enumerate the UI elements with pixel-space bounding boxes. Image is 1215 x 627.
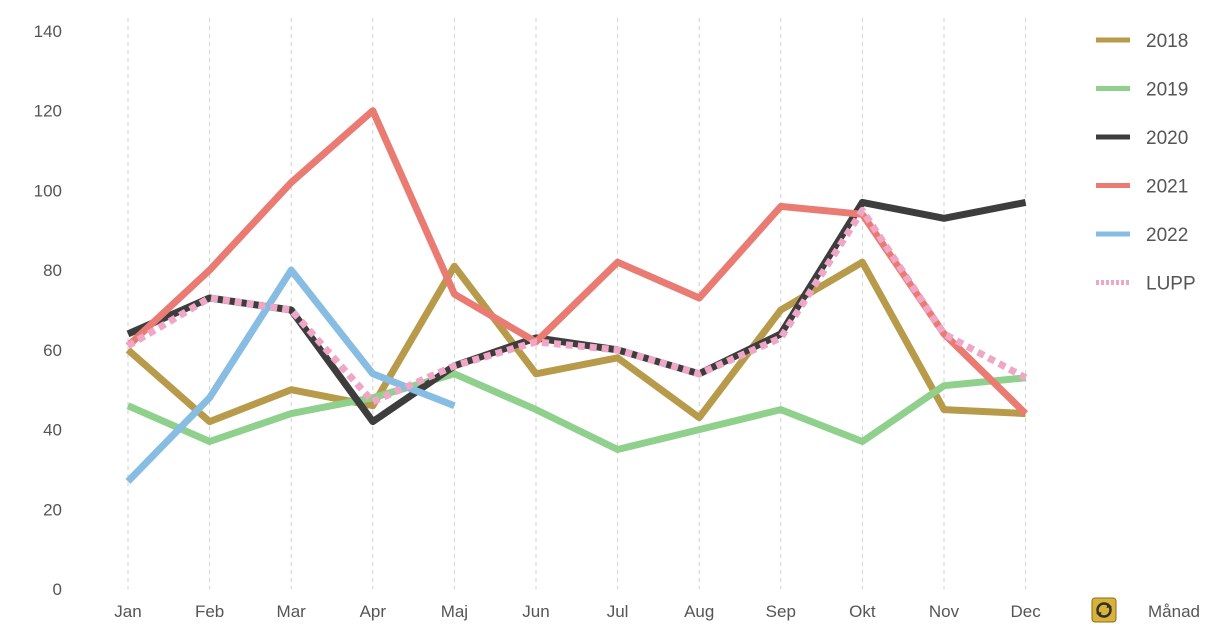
x-tick-label: Jun	[522, 602, 549, 621]
legend-label: 2018	[1146, 31, 1188, 52]
refresh-icon[interactable]	[1091, 597, 1117, 623]
series-line-lupp	[126, 206, 1028, 406]
y-tick-label: 0	[53, 580, 62, 599]
legend-label: 2019	[1146, 80, 1188, 101]
grid	[127, 18, 1027, 589]
legend-label: LUPP	[1146, 274, 1196, 295]
y-tick-label: 140	[34, 22, 62, 41]
series-lines	[125, 107, 1029, 484]
legend-label: 2020	[1146, 128, 1188, 149]
series-line-2022	[125, 266, 456, 484]
y-tick-label: 40	[43, 421, 62, 440]
x-tick-label: Nov	[929, 602, 960, 621]
y-tick-label: 80	[43, 261, 62, 280]
x-tick-label: Mar	[277, 602, 307, 621]
x-axis-title: Månad	[1148, 602, 1200, 621]
y-tick-label: 60	[43, 341, 62, 360]
x-tick-label: Okt	[849, 602, 876, 621]
series-line-2018	[125, 258, 1026, 426]
series-line-2021	[125, 107, 1029, 417]
x-tick-label: Maj	[441, 602, 468, 621]
y-tick-label: 20	[43, 500, 62, 519]
x-tick-label: Apr	[360, 602, 387, 621]
x-tick-label: Dec	[1010, 602, 1041, 621]
x-tick-label: Sep	[766, 602, 796, 621]
legend: 2018 2019 2020 2021 2022 LUPP	[1096, 31, 1196, 295]
series-line-2019	[126, 370, 1026, 453]
x-axis: Jan Feb Mar Apr Maj Jun Jul Aug Sep Okt Nov Dec	[114, 602, 1041, 621]
legend-label: 2022	[1146, 225, 1188, 246]
series-line-2020	[126, 198, 1027, 426]
x-tick-label: Aug	[684, 602, 714, 621]
x-tick-label: Jul	[607, 602, 629, 621]
x-tick-label: Feb	[195, 602, 224, 621]
y-tick-label: 120	[34, 102, 62, 121]
y-tick-label: 100	[34, 181, 62, 200]
legend-label: 2021	[1146, 177, 1188, 198]
x-tick-label: Jan	[114, 602, 141, 621]
y-axis: 0 20 40 60 80 100 120 140	[34, 22, 62, 599]
